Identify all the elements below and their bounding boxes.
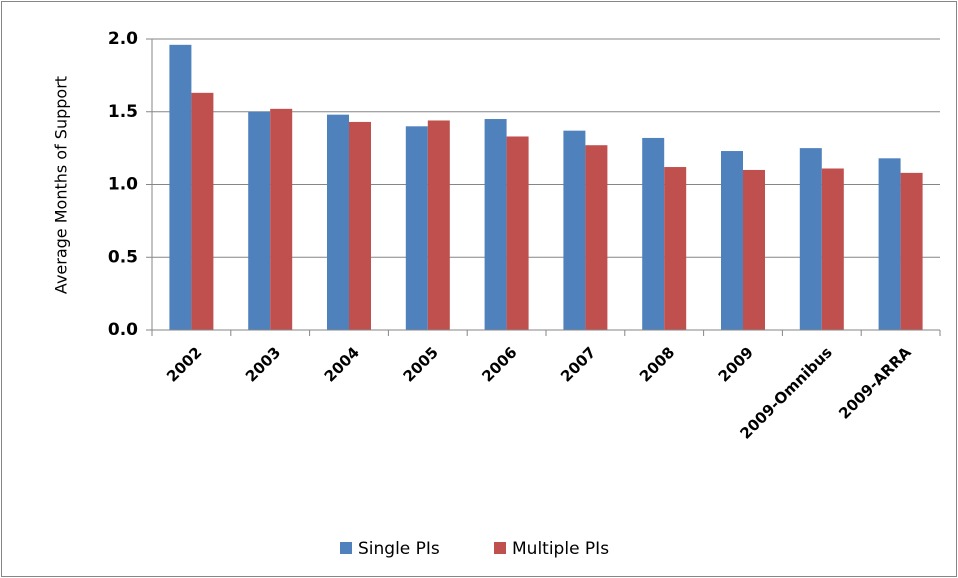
- legend-label: Single PIs: [358, 539, 440, 559]
- bar: [585, 145, 608, 330]
- bar: [799, 148, 822, 330]
- legend-swatch: [340, 542, 352, 554]
- bar: [743, 169, 765, 330]
- legend-swatch: [494, 542, 506, 554]
- bar: [169, 44, 192, 330]
- bar: [270, 108, 293, 330]
- bar: [821, 168, 844, 330]
- bar: [405, 126, 428, 330]
- bar: [642, 137, 665, 330]
- legend-label: Multiple PIs: [512, 539, 609, 559]
- y-tick-label: 0.5: [108, 247, 138, 267]
- y-tick-label: 1.0: [108, 175, 138, 195]
- y-axis-label: Average Months of Support: [52, 76, 71, 294]
- bar: [878, 158, 901, 330]
- bar: [506, 136, 529, 330]
- bar: [248, 111, 271, 330]
- bar: [563, 130, 586, 330]
- bar: [484, 119, 507, 331]
- bar: [427, 120, 450, 330]
- bar: [664, 167, 687, 330]
- bar: [327, 114, 349, 330]
- bar: [191, 92, 214, 331]
- y-tick-label: 2.0: [108, 29, 138, 49]
- bar: [900, 172, 923, 330]
- y-tick-label: 1.5: [108, 102, 138, 122]
- bar: [721, 151, 743, 330]
- bar: [349, 121, 371, 330]
- y-tick-label: 0.0: [108, 320, 138, 340]
